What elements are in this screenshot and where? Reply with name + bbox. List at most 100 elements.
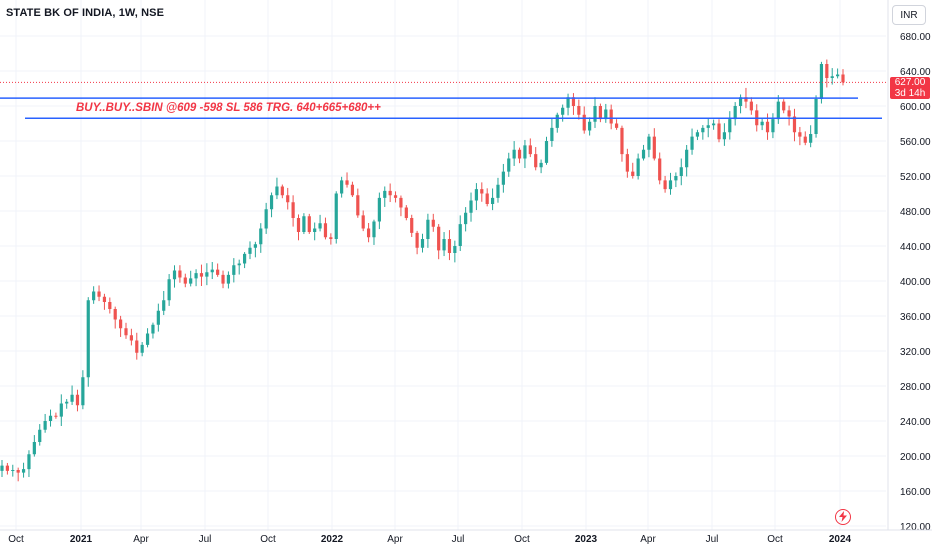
candle-body xyxy=(825,64,829,78)
candle-body xyxy=(485,193,489,204)
candle-body xyxy=(571,97,576,106)
candle-body xyxy=(178,270,182,278)
candle-body xyxy=(194,273,198,279)
candle-body xyxy=(819,64,824,99)
candle-body xyxy=(210,269,214,273)
x-tick-label: Apr xyxy=(387,534,403,545)
currency-button[interactable]: INR xyxy=(892,5,926,25)
x-tick-label: 2022 xyxy=(321,534,344,545)
candle-body xyxy=(496,184,500,198)
candle-body xyxy=(717,123,721,140)
candle-body xyxy=(782,101,786,111)
candle-body xyxy=(474,189,479,201)
candle-body xyxy=(280,186,284,196)
candle-body xyxy=(377,197,381,222)
candle-body xyxy=(81,377,85,406)
candle-body xyxy=(248,247,252,254)
x-tick-label: Jul xyxy=(706,534,719,545)
candle-body xyxy=(426,219,430,239)
candle-body xyxy=(809,134,813,143)
price-axis: 680.00 640.00 600.00 560.00 520.00 480.00 440.… xyxy=(887,0,931,533)
candle-body xyxy=(356,195,360,216)
candle-body xyxy=(712,123,716,126)
candle-body xyxy=(54,415,58,417)
candle-body xyxy=(269,195,274,210)
candle-body xyxy=(189,278,193,284)
candle-body xyxy=(151,324,155,334)
candle-body xyxy=(447,239,452,253)
candle-body xyxy=(528,145,532,155)
candle-body xyxy=(275,186,279,196)
y-tick-label: 200.00 xyxy=(900,452,931,463)
x-tick-label: Apr xyxy=(640,534,656,545)
candle-body xyxy=(469,200,473,213)
candle-body xyxy=(70,394,74,402)
candle-body xyxy=(404,207,408,218)
trade-annotation[interactable]: BUY..BUY..SBIN @609 -598 SL 586 TRG. 640… xyxy=(76,102,381,114)
candle-body xyxy=(216,269,220,275)
candle-body xyxy=(350,184,355,196)
candle-body xyxy=(593,106,597,122)
candle-body xyxy=(253,244,257,248)
candle-body xyxy=(92,291,96,301)
candle-body xyxy=(722,132,726,140)
candle-body xyxy=(544,141,549,163)
y-tick-label: 240.00 xyxy=(900,417,931,428)
flash-icon[interactable] xyxy=(835,509,851,525)
candle-body xyxy=(836,74,840,77)
candle-body xyxy=(59,403,63,417)
candle-body xyxy=(172,270,177,280)
candle-body xyxy=(167,279,171,301)
candle-body xyxy=(232,265,236,275)
candle-body xyxy=(744,97,748,102)
x-tick-label: Oct xyxy=(767,534,783,545)
candle-body xyxy=(480,189,484,194)
candle-body xyxy=(124,328,128,336)
candle-body xyxy=(458,224,462,246)
y-tick-label: 120.00 xyxy=(900,522,931,533)
candle-body xyxy=(119,319,123,329)
candle-body xyxy=(318,223,322,229)
candle-body xyxy=(566,97,570,108)
x-tick-label: Oct xyxy=(514,534,530,545)
candle-body xyxy=(97,291,101,297)
candle-body xyxy=(259,228,263,245)
candle-body xyxy=(296,218,301,232)
x-tick-label: Oct xyxy=(260,534,276,545)
candle-body xyxy=(11,470,15,471)
candle-body xyxy=(48,415,53,421)
candle-body xyxy=(383,190,387,198)
bar-countdown: 3d 14h xyxy=(894,88,926,99)
candle-body xyxy=(561,107,565,115)
candle-body xyxy=(501,171,505,185)
candle-body xyxy=(388,190,392,196)
candle-body xyxy=(614,123,619,128)
candle-body xyxy=(5,465,9,471)
candle-body xyxy=(329,237,333,239)
candle-body xyxy=(490,197,495,204)
candle-body xyxy=(65,401,69,404)
candle-body xyxy=(183,277,187,284)
candle-body xyxy=(135,340,139,353)
candle-body xyxy=(803,136,807,143)
x-tick-label: 2021 xyxy=(70,534,93,545)
candle-body xyxy=(431,219,435,227)
candle-body xyxy=(507,158,511,172)
candle-body xyxy=(145,333,150,345)
candle-body xyxy=(75,394,80,406)
candle-body xyxy=(113,309,117,320)
candle-body xyxy=(582,114,586,131)
last-price-value: 627.00 xyxy=(894,77,926,88)
y-tick-label: 280.00 xyxy=(900,382,931,393)
candle-body xyxy=(841,74,845,83)
candle-body xyxy=(641,149,646,159)
time-axis: Oct 2021 Apr Jul Oct 2022 Apr Jul Oct 2023 Apr Jul O… xyxy=(0,529,932,545)
candle-body xyxy=(625,154,629,172)
candle-body xyxy=(798,132,802,137)
candle-body xyxy=(366,228,371,238)
last-price-tag: 627.00 3d 14h xyxy=(890,77,930,99)
candle-body xyxy=(442,239,446,251)
candle-body xyxy=(685,149,689,168)
